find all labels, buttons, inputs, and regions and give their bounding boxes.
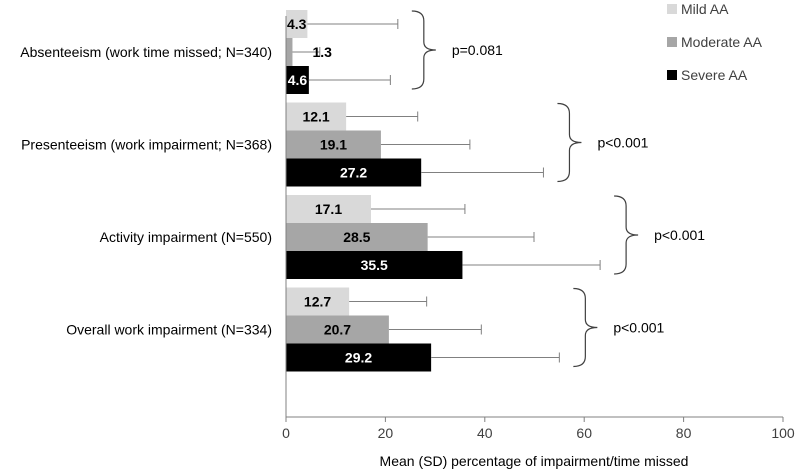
data-label: 12.1 — [302, 109, 329, 125]
significance-bracket — [557, 102, 582, 183]
bar — [286, 343, 432, 372]
x-axis-title: Mean (SD) percentage of impairment/time … — [380, 453, 689, 469]
data-label: 1.3 — [312, 44, 332, 60]
bar — [286, 66, 309, 94]
bar — [286, 195, 371, 223]
category-label: Overall work impairment (N=334) — [66, 322, 272, 338]
x-tick-label: 100 — [771, 425, 795, 441]
bar — [286, 315, 389, 344]
x-ticks-layer: 0 20 40 60 80 100 — [282, 417, 795, 441]
bar — [286, 102, 347, 131]
data-label: 19.1 — [320, 137, 347, 153]
category-label: Presenteeism (work impairment; N=368) — [21, 137, 272, 153]
data-label: 4.3 — [287, 16, 307, 32]
bar — [286, 287, 350, 316]
legend-label: Severe AA — [681, 67, 748, 83]
legend: Mild AA Moderate AA Severe AA — [667, 1, 763, 83]
category-label: Activity impairment (N=550) — [100, 229, 272, 245]
significance-bracket — [573, 287, 598, 368]
significance-bracket — [614, 195, 639, 275]
data-label: 28.5 — [343, 229, 370, 245]
legend-label: Moderate AA — [681, 34, 763, 50]
category-label: Absenteeism (work time missed; N=340) — [20, 44, 272, 60]
legend-swatch — [667, 4, 677, 14]
p-value-label: p<0.001 — [597, 135, 648, 151]
x-tick-label: 0 — [282, 425, 290, 441]
bar — [286, 10, 308, 38]
x-axis — [285, 16, 783, 418]
data-labels-layer: 4.3 1.34.6 12.1 19.1 27.2 17.128.5 35.5 12.7 20.… — [287, 16, 388, 366]
significance-brackets-layer: p=0.081 p<0.001 p<0.001 p<0.001 — [411, 10, 705, 368]
bar — [286, 38, 293, 66]
category-labels-layer: Absenteeism (work time missed; N=340) Pre… — [20, 44, 272, 338]
legend-swatch — [667, 37, 677, 47]
bar — [286, 130, 381, 159]
data-label: 35.5 — [361, 257, 388, 273]
data-label: 29.2 — [345, 350, 372, 366]
x-tick-label: 80 — [676, 425, 692, 441]
p-value-label: p<0.001 — [654, 227, 705, 243]
data-label: 4.6 — [288, 72, 308, 88]
legend-label: Mild AA — [681, 1, 729, 17]
bar — [286, 158, 422, 187]
p-value-label: p<0.001 — [613, 320, 664, 336]
data-label: 12.7 — [304, 294, 331, 310]
x-tick-label: 60 — [576, 425, 592, 441]
legend-swatch — [667, 70, 677, 80]
bar — [286, 251, 463, 279]
data-label: 27.2 — [340, 165, 367, 181]
data-label: 20.7 — [324, 322, 351, 338]
significance-bracket — [411, 10, 436, 90]
x-tick-label: 40 — [477, 425, 493, 441]
error-bars-layer — [292, 19, 601, 363]
bars-layer — [286, 10, 463, 372]
bar — [286, 223, 428, 251]
data-label: 17.1 — [315, 201, 342, 217]
p-value-label: p=0.081 — [452, 42, 503, 58]
x-tick-label: 20 — [378, 425, 394, 441]
